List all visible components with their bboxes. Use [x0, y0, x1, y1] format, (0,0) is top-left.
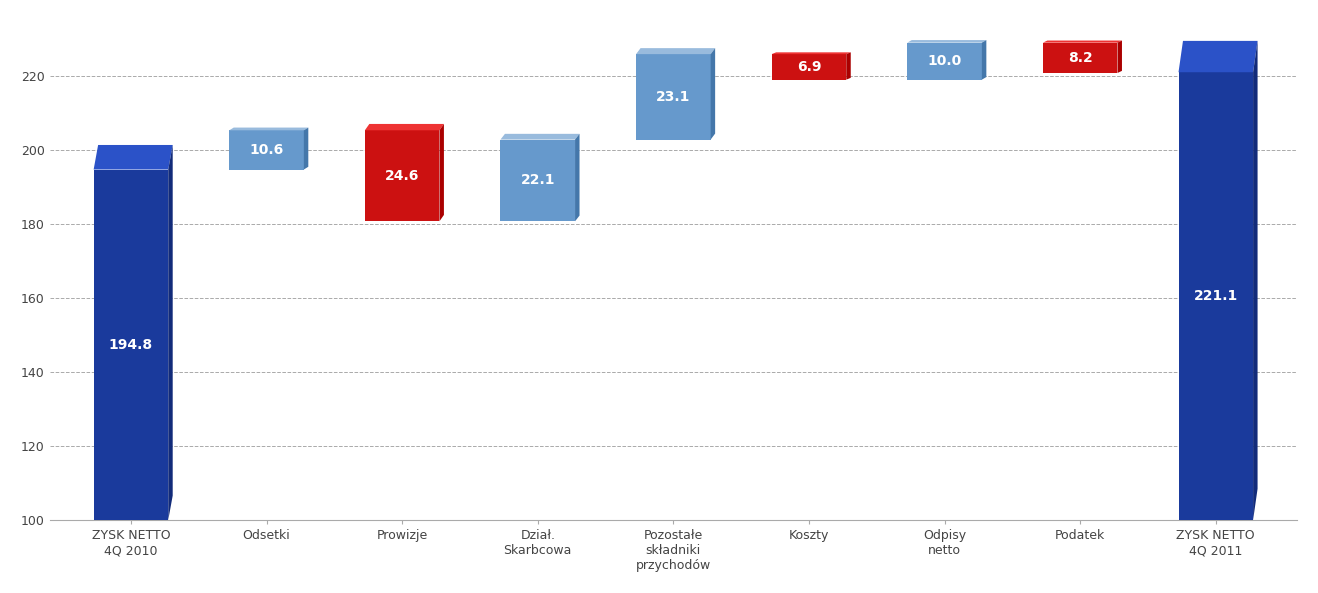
Polygon shape [907, 43, 982, 79]
Polygon shape [365, 130, 439, 221]
Polygon shape [501, 134, 580, 139]
Polygon shape [846, 52, 850, 79]
Text: 8.2: 8.2 [1068, 51, 1093, 65]
Polygon shape [907, 40, 986, 43]
Text: 221.1: 221.1 [1194, 289, 1238, 303]
Text: 6.9: 6.9 [796, 60, 821, 74]
Polygon shape [229, 127, 308, 130]
Polygon shape [501, 139, 575, 221]
Polygon shape [229, 130, 304, 170]
Text: 10.6: 10.6 [249, 143, 283, 157]
Polygon shape [1118, 40, 1122, 73]
Polygon shape [1043, 40, 1122, 43]
Text: 22.1: 22.1 [521, 173, 555, 187]
Polygon shape [1178, 41, 1257, 72]
Polygon shape [982, 40, 986, 79]
Text: 194.8: 194.8 [109, 338, 153, 352]
Text: 10.0: 10.0 [928, 54, 962, 68]
Polygon shape [637, 48, 716, 54]
Polygon shape [637, 54, 710, 139]
Polygon shape [439, 124, 444, 221]
Polygon shape [771, 52, 850, 54]
Polygon shape [1043, 43, 1118, 73]
Polygon shape [710, 48, 716, 139]
Polygon shape [1178, 72, 1253, 520]
Polygon shape [94, 170, 169, 520]
Polygon shape [575, 134, 580, 221]
Polygon shape [169, 145, 173, 520]
Text: 23.1: 23.1 [656, 90, 691, 104]
Text: 24.6: 24.6 [385, 169, 419, 183]
Polygon shape [365, 124, 444, 130]
Polygon shape [304, 127, 308, 170]
Polygon shape [1253, 41, 1257, 520]
Polygon shape [94, 145, 173, 170]
Polygon shape [771, 54, 846, 79]
